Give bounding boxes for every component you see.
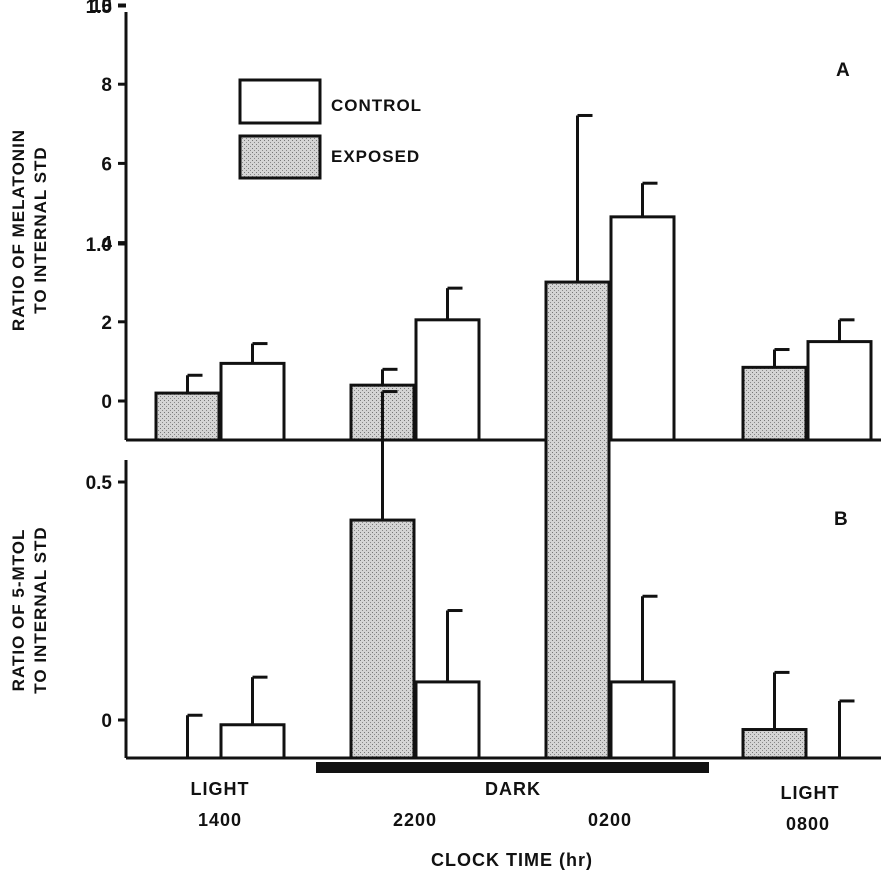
y-tick-label: 0: [101, 711, 112, 732]
legend-swatch-control: [238, 78, 322, 125]
bar-exposed-0800: [741, 365, 808, 442]
y-tick-label: 2: [101, 313, 112, 334]
bar-control-0200: [609, 680, 676, 760]
y-tick-label: 6: [101, 154, 112, 175]
y-tick-label: 1.0: [86, 235, 112, 256]
y-tick-label: 10: [91, 0, 112, 17]
panel-a-ylabel-line2: TO INTERNAL STD: [31, 146, 50, 313]
legend-label-control: CONTROL: [331, 96, 422, 115]
panel-a-bars: [154, 181, 873, 442]
panel-b-ylabel-line1: RATIO OF 5-MTOL: [9, 529, 28, 692]
x-axis-labels: LIGHT DARK LIGHT 1400 2200 0200 0800 CLO…: [191, 779, 840, 870]
y-tick-label: 8: [101, 75, 112, 96]
panel-b-ylabel-line2: TO INTERNAL STD: [31, 526, 50, 693]
bar-control-2200: [414, 680, 481, 760]
bar-control-1400: [219, 361, 286, 442]
bar-control-1400: [219, 723, 286, 760]
panel-b-tag: B: [834, 509, 848, 530]
phase-label-dark: DARK: [485, 779, 541, 799]
time-label-0800: 0800: [786, 814, 830, 834]
bar-control-0800: [806, 340, 873, 442]
panel-a: 0 2 4 6 8 10 A RATIO OF MELATONIN TO INTERNAL…: [9, 0, 881, 442]
y-tick-label: 0.5: [86, 473, 113, 494]
bar-exposed-2200: [349, 518, 416, 760]
panel-a-tag: A: [836, 60, 850, 81]
bar-exposed-0800: [741, 728, 808, 760]
y-tick-label: 4: [101, 234, 112, 255]
time-label-2200: 2200: [393, 810, 437, 830]
panel-b-axes: [124, 460, 881, 760]
panel-b: 0 0.5 1.0 1.5 B RATIO OF 5-MTOL TO INTERNAL…: [9, 0, 881, 760]
phase-label-light-2: LIGHT: [781, 783, 840, 803]
panel-a-ylabel-line1: RATIO OF MELATONIN: [9, 129, 28, 331]
bar-exposed-0200: [544, 280, 611, 760]
time-label-0200: 0200: [588, 810, 632, 830]
legend-label-exposed: EXPOSED: [331, 147, 420, 166]
panel-a-y-ticks: 0 2 4 6 8 10: [91, 0, 126, 413]
bar-control-2200: [414, 318, 481, 442]
x-axis-title: CLOCK TIME (hr): [431, 850, 593, 870]
dark-period-bar: [316, 762, 709, 773]
phase-label-light-1: LIGHT: [191, 779, 250, 799]
panel-b-bars: [186, 113, 855, 760]
time-label-1400: 1400: [198, 810, 242, 830]
bar-control-0200: [609, 215, 676, 442]
y-tick-label: 0: [101, 392, 112, 413]
panel-b-y-ticks: 0 0.5 1.0 1.5: [86, 0, 126, 732]
legend: CONTROL EXPOSED: [238, 78, 422, 180]
bar-exposed-1400: [154, 391, 221, 442]
legend-swatch-exposed: [238, 134, 322, 180]
y-tick-label: 1.5: [86, 0, 113, 18]
